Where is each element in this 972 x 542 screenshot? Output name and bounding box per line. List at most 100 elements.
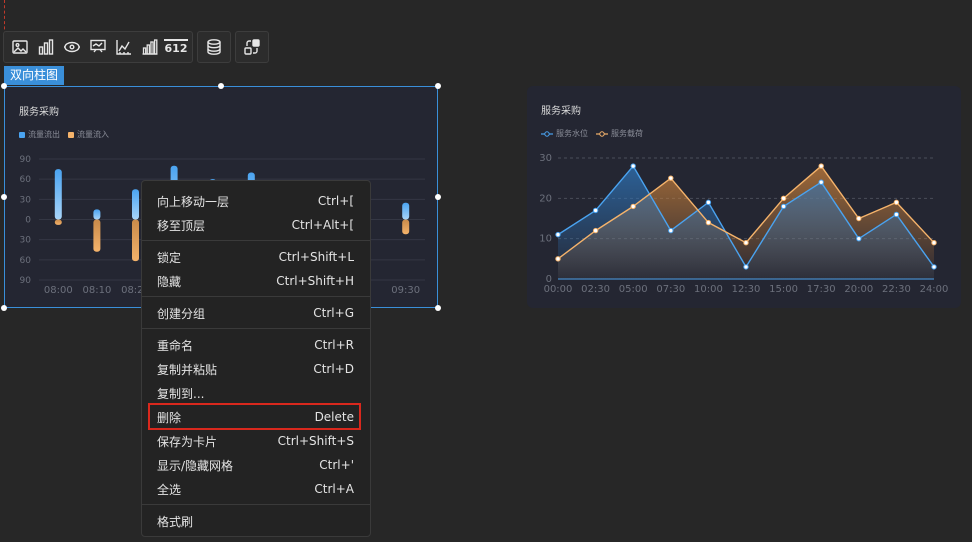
menu-item-shortcut: Ctrl+Alt+[: [291, 218, 354, 232]
context-menu: 向上移动一层 Ctrl+[ 移至顶层 Ctrl+Alt+[ 锁定 Ctrl+Shift+L…: [141, 180, 371, 537]
series-water-level-point: [668, 227, 674, 234]
menu-item[interactable]: 复制并粘贴 Ctrl+D: [142, 357, 370, 381]
legend-label: 流量流出: [28, 130, 60, 139]
chart-title: 服务采购: [19, 107, 59, 118]
series-water-level-point: [743, 264, 749, 270]
resize-handle[interactable]: [1, 83, 7, 89]
menu-item-label: 显示/隐藏网格: [157, 458, 234, 473]
menu-item-label: 全选: [157, 482, 182, 497]
menu-item-label: 锁定: [157, 250, 182, 265]
series-load-point: [630, 203, 636, 210]
x-tick-label: 17:30: [807, 284, 836, 295]
resize-handle[interactable]: [435, 305, 441, 311]
presentation-icon[interactable]: [86, 35, 110, 59]
y-tick-label: 10: [539, 234, 552, 245]
series-load-point: [780, 195, 787, 202]
bar-outflow: [54, 169, 62, 220]
menu-item[interactable]: 创建分组 Ctrl+G: [142, 301, 370, 325]
menu-separator: [142, 296, 370, 297]
x-tick-label: 08:20: [121, 285, 150, 296]
resize-handle[interactable]: [1, 194, 7, 200]
menu-item-label: 隐藏: [157, 274, 182, 289]
menu-item[interactable]: 保存为卡片 Ctrl+Shift+S: [142, 429, 370, 453]
y-tick-label: 90: [20, 276, 32, 286]
axis-chart-icon[interactable]: [112, 35, 136, 59]
chart-legend: 流量流出 流量流入: [19, 129, 109, 140]
delete-highlight-box: [148, 403, 361, 430]
bar-inflow: [93, 219, 101, 252]
legend-item[interactable]: 流量流入: [68, 129, 109, 140]
series-water-level-point: [630, 163, 636, 169]
x-tick-label: 08:00: [44, 285, 73, 296]
series-water-level-point: [893, 211, 900, 218]
menu-item-shortcut: Ctrl+[: [317, 194, 354, 208]
resize-handle[interactable]: [435, 194, 441, 200]
series-water-level-point: [818, 179, 824, 185]
legend-item[interactable]: 服务水位: [541, 128, 588, 139]
column-chart-icon[interactable]: [138, 35, 162, 59]
image-icon[interactable]: [8, 35, 32, 59]
series-water-level-point: [931, 264, 937, 270]
toolbar-group-link: [235, 31, 269, 63]
x-tick-label: 02:30: [581, 284, 610, 295]
menu-item[interactable]: 隐藏 Ctrl+Shift+H: [142, 269, 370, 293]
number-icon[interactable]: 612: [164, 35, 188, 59]
bar-outflow: [93, 209, 101, 220]
chart-legend: 服务水位 服务载荷: [541, 128, 643, 139]
menu-item-shortcut: Ctrl+': [319, 458, 354, 472]
menu-item-shortcut: Ctrl+R: [314, 338, 354, 352]
component-toolbar: 612: [3, 31, 269, 63]
menu-item-shortcut: Ctrl+A: [314, 482, 354, 496]
menu-item[interactable]: 全选 Ctrl+A: [142, 477, 370, 501]
menu-item[interactable]: 向上移动一层 Ctrl+[: [142, 189, 370, 213]
y-tick-label: 60: [20, 175, 32, 185]
menu-item[interactable]: 复制到...: [142, 381, 370, 405]
x-tick-label: 07:30: [656, 284, 685, 295]
resize-handle[interactable]: [218, 83, 224, 89]
menu-separator: [142, 328, 370, 329]
series-load-point: [818, 163, 824, 169]
series-load-point: [592, 227, 599, 234]
y-tick-label: 0: [25, 216, 31, 226]
x-tick-label: 09:30: [391, 285, 420, 296]
series-load-point: [705, 219, 712, 226]
x-tick-label: 20:00: [844, 284, 873, 295]
menu-item[interactable]: 锁定 Ctrl+Shift+L: [142, 245, 370, 269]
series-water-level-point: [856, 235, 862, 242]
alignment-guide: [4, 0, 5, 40]
bar-chart-icon[interactable]: [34, 35, 58, 59]
bar-inflow: [402, 219, 410, 235]
y-tick-label: 0: [546, 274, 552, 285]
menu-item-label: 向上移动一层: [157, 194, 230, 209]
resize-handle[interactable]: [435, 83, 441, 89]
menu-item[interactable]: 移至顶层 Ctrl+Alt+[: [142, 213, 370, 237]
menu-item-shortcut: Ctrl+D: [313, 362, 354, 376]
eye-target-icon[interactable]: [60, 35, 84, 59]
link-transfer-icon[interactable]: [240, 35, 264, 59]
component-name-label: 双向柱图: [4, 66, 65, 85]
legend-line-marker: [541, 130, 553, 137]
legend-item[interactable]: 流量流出: [19, 129, 60, 140]
resize-handle[interactable]: [1, 305, 7, 311]
menu-item-shortcut: Ctrl+Shift+L: [278, 250, 354, 264]
y-tick-label: 30: [20, 195, 32, 205]
chart-title: 服务采购: [541, 106, 581, 117]
menu-item[interactable]: 删除 Delete: [142, 405, 370, 429]
area-chart-widget[interactable]: 服务采购 服务水位 服务载荷 0 10 20 30 00:00 02:30 05:00 07:…: [527, 86, 961, 308]
menu-separator: [142, 240, 370, 241]
legend-swatch: [19, 131, 25, 138]
legend-line-marker: [596, 130, 608, 137]
number-icon-label: 612: [164, 39, 188, 57]
legend-item[interactable]: 服务载荷: [596, 128, 643, 139]
area-chart-plot: 0 10 20 30 00:00 02:30 05:00 07:30 10:00 12:30 15:…: [539, 153, 948, 295]
menu-item-shortcut: Ctrl+Shift+S: [277, 434, 354, 448]
database-icon[interactable]: [202, 35, 226, 59]
x-tick-label: 00:00: [544, 284, 573, 295]
legend-swatch: [68, 131, 74, 138]
legend-label: 流量流入: [77, 130, 109, 139]
series-load-point: [668, 175, 674, 181]
menu-item[interactable]: 格式刷: [142, 509, 370, 533]
menu-item[interactable]: 重命名 Ctrl+R: [142, 333, 370, 357]
menu-item[interactable]: 显示/隐藏网格 Ctrl+': [142, 453, 370, 477]
series-water-level-area: [558, 166, 934, 279]
